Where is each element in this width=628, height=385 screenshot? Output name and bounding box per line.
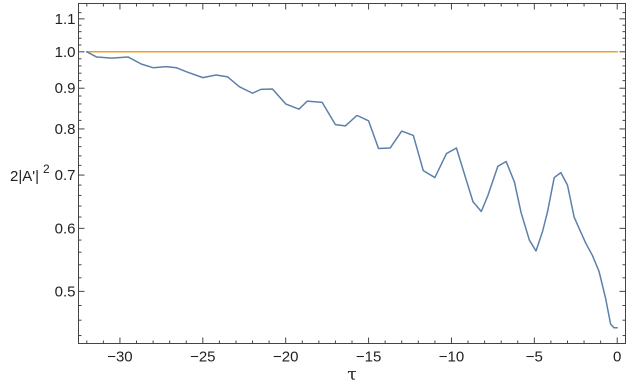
plot-frame — [78, 3, 626, 344]
x-tick-label: −10 — [439, 349, 464, 366]
y-tick-label: 0.5 — [55, 283, 76, 300]
y-axis-ticks: 0.5 0.6 0.7 0.8 0.9 1.0 1.1 — [55, 11, 626, 337]
series-lines — [86, 51, 618, 329]
y-tick-label: 0.6 — [55, 220, 76, 237]
x-tick-label: −5 — [526, 349, 543, 366]
x-tick-label: 0 — [613, 349, 621, 366]
x-tick-label: −15 — [356, 349, 381, 366]
series-line-data — [86, 51, 618, 329]
x-axis-title: τ — [347, 365, 356, 385]
y-tick-label: 0.8 — [55, 121, 76, 138]
y-tick-label: 1.1 — [55, 11, 76, 28]
y-tick-label: 1.0 — [55, 44, 76, 61]
y-tick-label: 0.9 — [55, 80, 76, 97]
x-tick-label: −30 — [107, 349, 132, 366]
x-axis-ticks: −30 −25 −20 −15 −10 −5 0 — [86, 3, 621, 366]
x-tick-label: −20 — [273, 349, 298, 366]
y-axis-title-base: 2|A'| — [10, 168, 39, 185]
y-axis-title-exponent: 2 — [43, 162, 50, 176]
y-tick-label: 0.7 — [55, 167, 76, 184]
x-tick-label: −25 — [190, 349, 215, 366]
y-axis-title: 2|A'| 2 — [10, 162, 50, 185]
